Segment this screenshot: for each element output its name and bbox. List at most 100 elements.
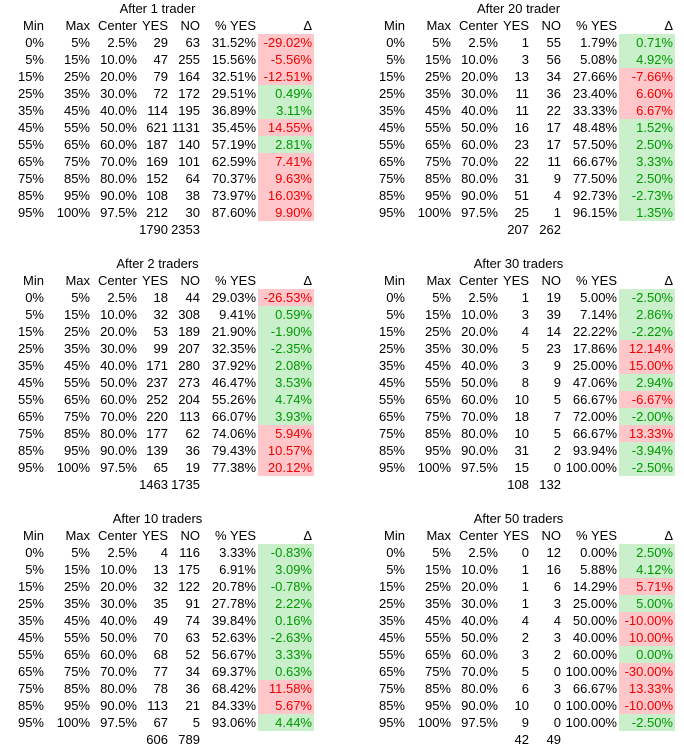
yes-total-cell[interactable]: 108: [507, 477, 529, 492]
delta-cell[interactable]: -12.51%: [258, 68, 314, 85]
yes-cell[interactable]: 212: [146, 205, 168, 220]
pct-yes-cell[interactable]: 77.38%: [211, 460, 256, 475]
yes-cell[interactable]: 53: [153, 324, 168, 339]
center-cell[interactable]: 30.0%: [461, 596, 498, 611]
yes-total-cell[interactable]: 1790: [139, 222, 168, 237]
delta-cell[interactable]: -1.90%: [258, 323, 314, 340]
no-cell[interactable]: 189: [178, 324, 200, 339]
no-cell[interactable]: 1: [553, 205, 561, 220]
delta-cell[interactable]: 13.33%: [619, 680, 675, 697]
center-cell[interactable]: 2.5%: [107, 290, 137, 305]
delta-cell[interactable]: 0.63%: [258, 663, 314, 680]
no-cell[interactable]: 38: [185, 188, 200, 203]
yes-cell[interactable]: 9: [521, 715, 529, 730]
yes-cell[interactable]: 22: [514, 154, 529, 169]
yes-cell[interactable]: 1: [521, 35, 529, 50]
min-cell[interactable]: 45%: [378, 375, 405, 390]
pct-yes-cell[interactable]: 66.67%: [572, 392, 617, 407]
max-cell[interactable]: 5%: [71, 545, 90, 560]
yes-cell[interactable]: 152: [146, 171, 168, 186]
center-cell[interactable]: 70.0%: [461, 154, 498, 169]
column-header-yes[interactable]: YES: [502, 273, 529, 288]
min-cell[interactable]: 85%: [378, 188, 405, 203]
no-cell[interactable]: 17: [546, 120, 561, 135]
column-header-no[interactable]: NO: [180, 18, 201, 33]
center-cell[interactable]: 20.0%: [461, 69, 498, 84]
pct-yes-cell[interactable]: 66.67%: [572, 154, 617, 169]
center-cell[interactable]: 80.0%: [461, 426, 498, 441]
min-cell[interactable]: 95%: [17, 205, 44, 220]
column-header-no[interactable]: NO: [541, 273, 562, 288]
yes-cell[interactable]: 32: [153, 307, 168, 322]
no-cell[interactable]: 9: [553, 358, 561, 373]
yes-cell[interactable]: 23: [514, 137, 529, 152]
delta-cell[interactable]: -30.00%: [619, 663, 675, 680]
pct-yes-cell[interactable]: 27.66%: [572, 69, 617, 84]
max-cell[interactable]: 55%: [63, 630, 90, 645]
column-header-max[interactable]: Max: [65, 273, 90, 288]
min-cell[interactable]: 65%: [17, 664, 44, 679]
center-cell[interactable]: 50.0%: [461, 630, 498, 645]
min-cell[interactable]: 0%: [386, 545, 405, 560]
yes-cell[interactable]: 49: [153, 613, 168, 628]
yes-cell[interactable]: 5: [521, 341, 529, 356]
column-header-yes[interactable]: YES: [502, 528, 529, 543]
no-cell[interactable]: 22: [546, 103, 561, 118]
yes-cell[interactable]: 67: [153, 715, 168, 730]
min-cell[interactable]: 5%: [25, 562, 44, 577]
max-cell[interactable]: 85%: [63, 171, 90, 186]
pct-yes-cell[interactable]: 40.00%: [572, 630, 617, 645]
min-cell[interactable]: 45%: [378, 630, 405, 645]
no-cell[interactable]: 116: [179, 545, 200, 560]
pct-yes-cell[interactable]: 69.37%: [211, 664, 256, 679]
center-cell[interactable]: 70.0%: [100, 154, 137, 169]
center-cell[interactable]: 20.0%: [100, 579, 137, 594]
min-cell[interactable]: 35%: [378, 103, 405, 118]
yes-cell[interactable]: 114: [147, 103, 168, 118]
delta-cell[interactable]: -2.50%: [619, 714, 675, 731]
no-cell[interactable]: 9: [553, 375, 561, 390]
min-cell[interactable]: 75%: [17, 681, 44, 696]
yes-cell[interactable]: 220: [146, 409, 168, 424]
pct-yes-cell[interactable]: 15.56%: [211, 52, 256, 67]
column-header-yes[interactable]: YES: [141, 273, 168, 288]
no-cell[interactable]: 0: [553, 460, 561, 475]
min-cell[interactable]: 35%: [378, 358, 405, 373]
min-cell[interactable]: 45%: [378, 120, 405, 135]
delta-cell[interactable]: 0.71%: [619, 34, 675, 51]
pct-yes-cell[interactable]: 31.52%: [211, 35, 256, 50]
pct-yes-cell[interactable]: 29.03%: [211, 290, 256, 305]
min-cell[interactable]: 25%: [17, 341, 44, 356]
center-cell[interactable]: 50.0%: [461, 120, 498, 135]
delta-cell[interactable]: 20.12%: [258, 459, 314, 476]
no-cell[interactable]: 0: [553, 698, 561, 713]
table-title[interactable]: After 1 trader: [119, 1, 196, 16]
min-cell[interactable]: 15%: [17, 579, 44, 594]
yes-cell[interactable]: 3: [521, 647, 529, 662]
max-cell[interactable]: 100%: [56, 205, 90, 220]
no-cell[interactable]: 4: [553, 613, 561, 628]
yes-total-cell[interactable]: 1463: [139, 477, 168, 492]
max-cell[interactable]: 5%: [71, 290, 90, 305]
no-cell[interactable]: 52: [185, 647, 200, 662]
max-cell[interactable]: 65%: [424, 392, 451, 407]
min-cell[interactable]: 85%: [378, 443, 405, 458]
center-cell[interactable]: 60.0%: [461, 647, 498, 662]
center-cell[interactable]: 80.0%: [100, 171, 137, 186]
no-cell[interactable]: 5: [192, 715, 200, 730]
delta-cell[interactable]: 3.11%: [258, 102, 314, 119]
center-cell[interactable]: 60.0%: [100, 137, 137, 152]
pct-yes-cell[interactable]: 32.35%: [211, 341, 256, 356]
column-header-yes[interactable]: YES: [141, 528, 168, 543]
yes-cell[interactable]: 2: [521, 630, 529, 645]
center-cell[interactable]: 40.0%: [100, 103, 137, 118]
yes-cell[interactable]: 252: [146, 392, 168, 407]
pct-yes-cell[interactable]: 0.00%: [580, 545, 617, 560]
pct-yes-cell[interactable]: 66.67%: [572, 426, 617, 441]
column-header-yes[interactable]: YES: [141, 18, 168, 33]
delta-cell[interactable]: 2.50%: [619, 544, 675, 561]
center-cell[interactable]: 20.0%: [461, 324, 498, 339]
delta-cell[interactable]: -2.22%: [619, 323, 675, 340]
pct-yes-cell[interactable]: 66.67%: [572, 681, 617, 696]
center-cell[interactable]: 97.5%: [100, 205, 137, 220]
